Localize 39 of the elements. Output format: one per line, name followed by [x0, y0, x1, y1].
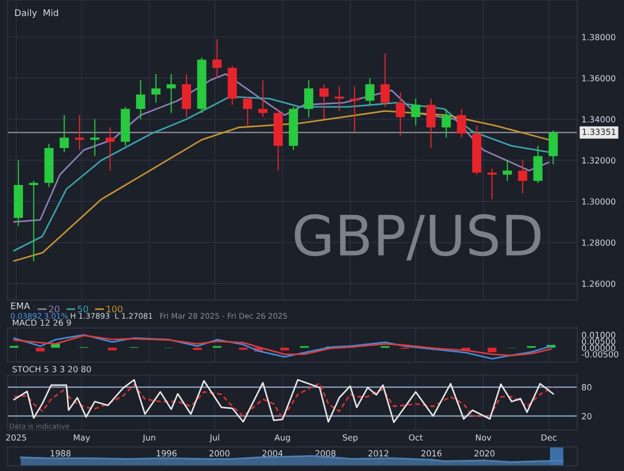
- annotation: GBP/USD: [294, 214, 540, 261]
- x-tick-label: 2004: [262, 450, 283, 456]
- x-tick-label: Jul: [209, 434, 220, 442]
- legend-label: 20: [49, 306, 60, 312]
- y-tick-label: 80: [582, 384, 592, 390]
- y-tick-label: 1.34000: [582, 116, 616, 122]
- x-tick-label: Jun: [142, 434, 156, 442]
- x-tick-label: 2025: [6, 434, 26, 441]
- legend-label: 100: [106, 306, 122, 312]
- x-tick-label: Oct: [408, 434, 423, 441]
- ref-line-label: 1.33351: [582, 128, 616, 135]
- chart-title: STOCH 5 3 3 20 80: [12, 366, 91, 372]
- x-tick-label: Nov: [476, 434, 492, 441]
- y-tick-label: 1.30000: [582, 198, 616, 205]
- y-tick-label: 1.36000: [582, 75, 616, 82]
- y-tick-label: -0.00500: [582, 351, 618, 358]
- x-tick-label: 2000: [209, 450, 230, 456]
- y-tick-label: 0.00500: [582, 338, 616, 345]
- y-tick-label: 1.26000: [582, 280, 616, 287]
- annotation: Daily: [15, 9, 37, 18]
- x-tick-label: Sep: [342, 434, 358, 442]
- annotation: Mid: [44, 9, 58, 16]
- x-tick-label: 2012: [368, 450, 388, 456]
- x-tick-label: 1996: [156, 450, 177, 456]
- x-tick-label: Dec: [542, 434, 556, 441]
- legend-title: EMA: [11, 302, 30, 310]
- y-tick-label: 0.00000: [582, 344, 616, 352]
- x-tick-label: 2020: [474, 450, 495, 456]
- y-tick-label: 1.32000: [582, 157, 616, 164]
- legend-label: 50: [78, 306, 88, 312]
- x-tick-label: 1988: [50, 450, 71, 456]
- y-tick-label: 20: [582, 413, 592, 420]
- x-tick-label: 2016: [421, 450, 442, 456]
- x-tick-label: May: [74, 434, 90, 442]
- y-tick-label: 0.01000: [582, 332, 616, 338]
- chart-title: MACD 12 26 9: [12, 320, 71, 326]
- y-tick-label: 1.28000: [582, 239, 616, 246]
- x-tick-label: Aug: [274, 434, 290, 442]
- y-tick-label: 1.38000: [582, 34, 616, 40]
